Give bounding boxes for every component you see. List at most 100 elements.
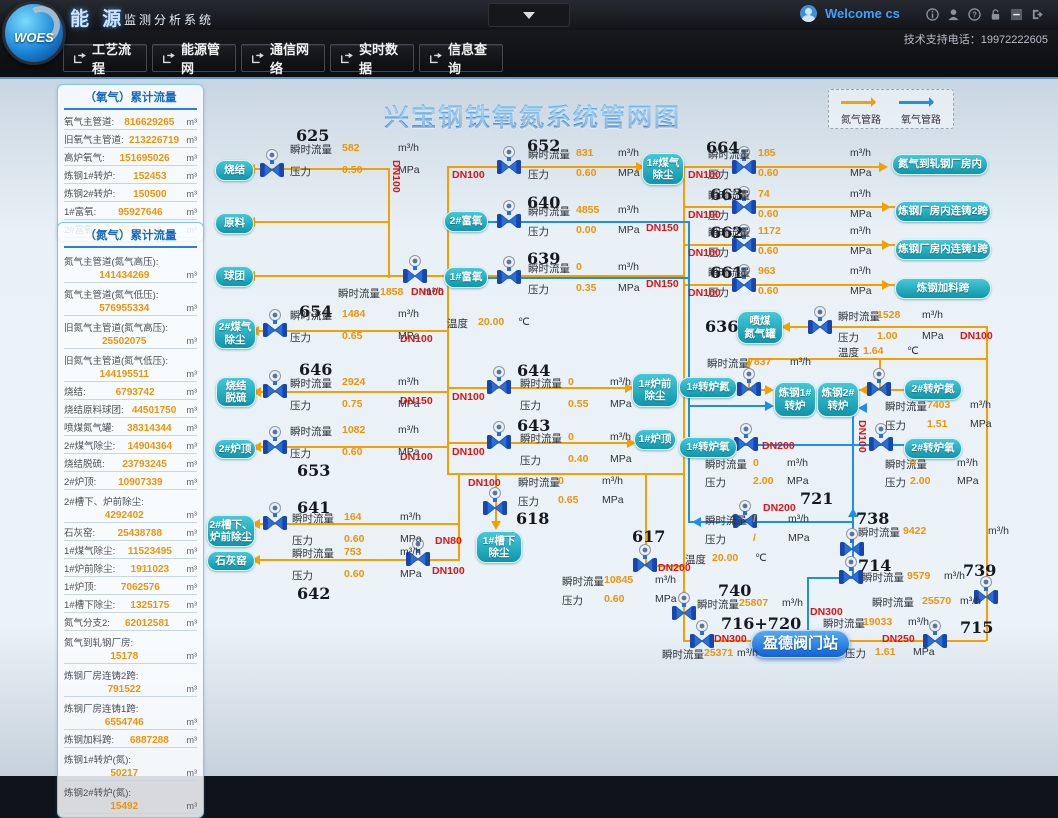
nav-tab-5[interactable]: 信息查询 <box>419 42 503 76</box>
header-dropdown[interactable] <box>488 3 570 27</box>
nitrogen-pipe-segment <box>847 640 986 642</box>
reading-label: 瞬时流量 <box>708 190 750 202</box>
total-value: 25438788 <box>117 528 163 539</box>
meter-id-642: 642 <box>297 584 331 603</box>
minimize-icon[interactable] <box>1010 8 1023 21</box>
reading-unit: ℃ <box>907 345 919 357</box>
reading-value: 831 <box>576 147 594 159</box>
nav-tab-3[interactable]: 通信网络 <box>241 42 325 76</box>
reading-value: 0 <box>568 431 574 443</box>
oxygen-pipe-segment <box>448 221 688 223</box>
nitrogen-total-row: 2#炉顶: 10907339 m³ <box>64 472 197 490</box>
pipe-node: 1#槽下 除尘 <box>476 531 522 563</box>
pipe-dn-label: DN150 <box>646 278 679 290</box>
reading-value: 0.60 <box>576 167 597 179</box>
pipe-node-label: 转炉 <box>784 399 806 412</box>
pipe-node-label: 氮气罐 <box>744 327 776 340</box>
flow-meter-glyph <box>974 576 998 604</box>
nitrogen-flow-arrow-icon <box>882 202 891 212</box>
total-label: 氮气分支2: <box>64 618 110 629</box>
total-value: 152453 <box>133 171 167 182</box>
nav-tab-2[interactable]: 能源管网 <box>152 42 236 76</box>
reading-value: 582 <box>342 142 360 154</box>
reading-label: 瞬时流量 <box>823 618 865 630</box>
reading-label: 瞬时流量 <box>518 477 560 489</box>
nav-tab-label: 通信网络 <box>269 42 309 76</box>
reading-unit: MPa <box>787 475 809 487</box>
reading-unit: MPa <box>618 167 640 179</box>
pipe-dn-label: DN200 <box>762 440 795 452</box>
pipe-node: 炼钢厂房内连铸2跨 <box>895 201 991 222</box>
total-label: 1#炉前除尘: <box>64 564 116 575</box>
total-value: 6554746 <box>104 717 144 728</box>
pipe-node-label: 2#炉顶 <box>218 442 252 455</box>
nitrogen-total-row: 烧结脱硫: 23793245 m³ <box>64 454 197 472</box>
reading-label: 压力 <box>292 535 313 547</box>
help-icon[interactable]: ? <box>968 8 981 21</box>
nitrogen-total-row: 炼钢1#转炉(氮): 50217 m³ <box>64 748 197 781</box>
nav-tab-label: 能源管网 <box>180 42 220 76</box>
user-welcome[interactable]: Welcome cs <box>800 5 900 22</box>
nitrogen-total-row: 氮气分支2: 62012581 m³ <box>64 613 197 631</box>
nav-tab-1[interactable]: 工艺流程 <box>63 42 147 76</box>
nav-tab-4[interactable]: 实时数据 <box>330 42 414 76</box>
reading-label: 瞬时流量 <box>707 358 749 370</box>
nitrogen-flow-arrow-icon <box>882 280 891 290</box>
reading-label: 压力 <box>520 455 541 467</box>
reading-label: 瞬时流量 <box>885 401 927 413</box>
pipe-node-label: 2#煤气 <box>218 321 252 334</box>
nitrogen-flow-arrow-icon <box>252 387 261 397</box>
exit-icon[interactable] <box>1031 8 1044 21</box>
nitrogen-flow-arrow-icon <box>251 519 260 529</box>
total-unit: m³ <box>186 423 198 433</box>
reading-unit: m³/h <box>850 265 871 277</box>
pipe-node-label: 除尘 <box>652 169 674 181</box>
oxygen-pipe-segment <box>688 221 690 523</box>
pipe-node-label: 1#转炉氧 <box>686 441 730 454</box>
nitrogen-pipe-segment <box>388 168 390 278</box>
reading-value: 0.60 <box>604 593 625 605</box>
pipe-node: 炼钢加料跨 <box>895 278 991 299</box>
reading-label: 瞬时流量 <box>858 527 900 539</box>
pipe-node-label: 1#富氧 <box>449 271 483 284</box>
nitrogen-pipe-segment <box>683 284 895 286</box>
reading-value: 19033 <box>863 616 893 628</box>
reading-label: 压力 <box>290 166 311 178</box>
reading-unit: m³/h <box>400 546 421 558</box>
reading-value: 164 <box>344 511 362 523</box>
reading-value: 1.64 <box>863 345 884 357</box>
oxygen-legend-line <box>899 101 933 104</box>
reading-value: 0 <box>753 457 759 469</box>
pipe-node-label: 1#炉前 <box>638 377 672 390</box>
total-unit: m³ <box>186 510 198 520</box>
info-icon[interactable] <box>926 8 939 21</box>
pipe-node: 烧结 <box>215 160 254 181</box>
total-unit: m³ <box>186 189 198 199</box>
total-unit: m³ <box>186 117 198 127</box>
reading-label: 压力 <box>885 477 906 489</box>
nitrogen-pipe-segment <box>253 330 447 332</box>
reading-value: 4855 <box>576 204 600 216</box>
pipe-dn-label: DN250 <box>882 633 915 645</box>
total-label: 1#富氧: <box>64 207 97 218</box>
reading-unit: MPa <box>850 208 872 220</box>
reading-value: 20.00 <box>478 316 505 328</box>
total-value: 151695026 <box>119 153 170 164</box>
flow-meter-icon <box>839 528 865 558</box>
diagram-title: 兴宝钢铁氧氮系统管网图 <box>360 98 705 134</box>
pipe-node: 1#炉顶 <box>634 429 676 450</box>
total-label: 炼钢2#转炉(氮): <box>64 788 132 799</box>
user-icon[interactable] <box>947 8 960 21</box>
reading-unit: ℃ <box>755 552 767 564</box>
pipe-node: 1#转炉氮 <box>679 377 737 398</box>
lock-icon[interactable] <box>989 8 1002 21</box>
pipe-dn-label: DN150 <box>400 395 433 407</box>
pipe-node-label: 炼钢厂房内连铸1跨 <box>898 243 988 256</box>
reading-unit: MPa <box>602 494 624 506</box>
reading-unit: MPa <box>618 224 640 236</box>
flow-meter-glyph <box>403 255 427 283</box>
reading-unit: MPa <box>610 453 632 465</box>
oxygen-panel-title: （氧气）累计流量 <box>64 89 197 110</box>
reading-value: 1.51 <box>927 418 948 430</box>
pipe-dn-label: DN300 <box>714 633 747 645</box>
